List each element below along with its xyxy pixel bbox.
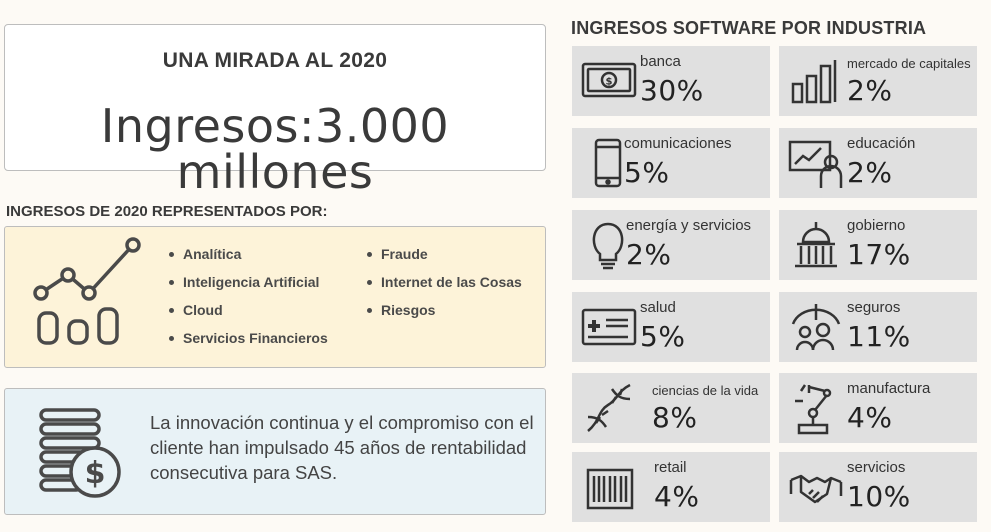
industry-value: 5% [640,320,686,353]
info-text: La innovación continua y el compromiso c… [150,412,534,483]
industry-value: 5% [624,156,670,189]
topic-item: Fraude [367,240,522,268]
industry-label: energía y servicios [626,217,752,234]
industry-label: banca [640,53,681,70]
robot-arm-icon [795,384,832,435]
barcode-icon [586,468,634,510]
topic-item: Riesgos [367,296,522,324]
topic-item: Analítica [169,240,328,268]
topic-item: Internet de las Cosas [367,268,522,296]
umbrella-family-icon [791,304,841,351]
industry-value: 8% [652,401,698,434]
industry-label: mercado de capitales [847,56,971,71]
industry-tile-salud: salud 5% [572,292,770,362]
represented-heading: INGRESOS DE 2020 REPRESENTADOS POR: [6,203,328,220]
industry-value: 11% [847,320,911,353]
industry-value: 2% [847,156,893,189]
industry-tile-manufactura: manufactura 4% [779,373,977,443]
industry-tile-ciencias-vida: ciencias de la vida 8% [572,373,770,443]
industry-tile-energia: energía y servicios 2% [572,210,770,280]
industry-tile-educacion: educación 2% [779,128,977,198]
industry-tile-seguros: seguros 11% [779,292,977,362]
industry-label: gobierno [847,217,906,234]
industry-label: ciencias de la vida [652,383,759,398]
industry-value: 4% [847,401,893,434]
industry-label: comunicaciones [624,135,732,152]
industry-label: educación [847,135,916,152]
topics-column-2: Fraude Internet de las Cosas Riesgos [367,240,522,324]
teacher-board-icon [788,140,843,188]
industry-tile-banca: $ banca 30% [572,46,770,116]
industry-label: servicios [847,459,906,476]
topic-item: Servicios Financieros [169,324,328,352]
summary-card: UNA MIRADA AL 2020 Ingresos:3.000 millon… [4,24,546,195]
summary-title: UNA MIRADA AL 2020 [162,49,388,72]
bar-chart-icon [791,60,837,104]
topics-column-1: Analítica Inteligencia Artificial Cloud … [169,240,328,352]
industry-value: 10% [847,480,911,513]
industry-label: retail [654,459,687,476]
mobile-phone-icon [594,138,622,188]
topic-item: Inteligencia Artificial [169,268,328,296]
handshake-icon [789,474,843,504]
coins-dollar-icon: $ [39,408,121,498]
industry-value: 17% [847,238,911,271]
health-card-icon [581,308,637,346]
info-box: $ La innovación continua y el compromiso… [4,388,546,515]
industry-value: 4% [654,480,700,513]
dna-icon [587,383,631,432]
industry-value: 2% [847,74,893,107]
analytics-chart-icon [33,237,141,345]
industry-tile-mercado-capitales: mercado de capitales 2% [779,46,977,116]
industry-tile-comunicaciones: comunicaciones 5% [572,128,770,198]
industry-tile-gobierno: gobierno 17% [779,210,977,280]
lightbulb-icon [592,222,624,270]
industry-value: 30% [640,74,704,107]
svg-text:$: $ [606,77,613,88]
industry-value: 2% [626,238,672,271]
svg-text:$: $ [85,456,106,491]
banknote-icon: $ [581,62,637,98]
industry-label: salud [640,299,676,316]
industry-tile-servicios: servicios 10% [779,452,977,522]
topic-item: Cloud [169,296,328,324]
topics-box: Analítica Inteligencia Artificial Cloud … [4,226,546,368]
capitol-building-icon [795,222,837,268]
industry-tile-retail: retail 4% [572,452,770,522]
industry-label: manufactura [847,380,931,397]
industry-label: seguros [847,299,901,316]
industry-heading: INGRESOS SOFTWARE POR INDUSTRIA [571,18,927,38]
revenue-figure: Ingresos:3.000 millones [100,99,450,199]
